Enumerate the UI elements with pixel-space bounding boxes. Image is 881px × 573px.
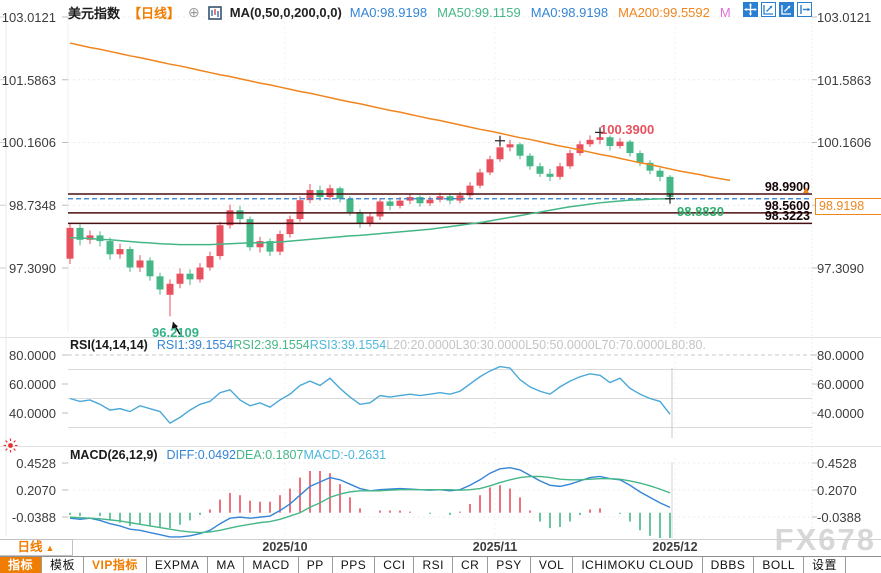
ma-value-label: MA0:98.9198 — [349, 5, 428, 20]
tab-ma[interactable]: MA — [208, 557, 245, 573]
price-axis-label: 100.1606 — [817, 135, 872, 151]
rsi-value-label: RSI1:39.1554 — [156, 338, 234, 352]
rsi-values-group: RSI1:39.1554RSI2:39.1554RSI3:39.1554L20:… — [157, 338, 706, 352]
dropdown-arrow-icon: ▲ — [45, 543, 55, 553]
tab-ichimoku-cloud[interactable]: ICHIMOKU CLOUD — [573, 557, 703, 573]
rsi-axis-label: 80.0000 — [817, 348, 864, 363]
ma-value-label: MA200:99.5592 — [618, 5, 710, 20]
panel-separator — [0, 539, 881, 540]
rsi-value-label: L30:30.0000 — [455, 338, 526, 352]
period-label: 【日线】 — [128, 6, 181, 21]
rsi-title: RSI(14,14,14) — [70, 338, 148, 352]
price-axis-label: 101.5863 — [817, 72, 872, 88]
rsi-header: RSI(14,14,14) RSI1:39.1554RSI2:39.1554RS… — [70, 338, 706, 352]
tab-templates[interactable]: 模板 — [42, 557, 85, 573]
period-selector-label: 日线 — [17, 540, 43, 554]
price-chart-canvas[interactable] — [0, 0, 881, 540]
move-tool-icon[interactable] — [743, 2, 758, 17]
tab-pp[interactable]: PP — [299, 557, 333, 573]
chart-header: 美元指数 【日线】 ⊕ MA(0,50,0,200,0,0) MA0:98.91… — [68, 3, 741, 22]
date-label: 2025/12 — [652, 540, 698, 554]
period-selector-button[interactable]: 日线 ▲ — [0, 539, 73, 556]
symbol-label: 美元指数 — [68, 6, 121, 21]
tab-psy[interactable]: PSY — [488, 557, 531, 573]
tab-pps[interactable]: PPS — [333, 557, 376, 573]
price-axis-label: 103.0121 — [817, 10, 872, 25]
rsi-value-label: RSI3:39.1554 — [309, 338, 387, 352]
chart-tool-icons — [743, 2, 812, 17]
macd-axis-label: 0.2070 — [817, 483, 857, 498]
price-axis-label: 97.3090 — [9, 260, 56, 276]
tab-macd[interactable]: MACD — [244, 557, 299, 573]
macd-axis-label: 0.2070 — [16, 483, 56, 498]
rsi-axis-label: 80.0000 — [9, 348, 56, 363]
panel-separator — [0, 446, 881, 447]
date-label: 2025/11 — [472, 540, 518, 554]
macd-axis-label: -0.0388 — [11, 510, 56, 525]
macd-axis-label: 0.4528 — [16, 455, 56, 471]
ma-formula-label: MA(0,50,0,200,0,0) — [229, 5, 342, 20]
ma-value-label: M — [719, 5, 731, 20]
rsi-value-label: L80:80. — [664, 338, 706, 352]
ma-value-label: MA50:99.1159 — [437, 5, 521, 20]
price-axis-label: 103.0121 — [1, 10, 56, 25]
rsi-axis-label: 60.0000 — [9, 377, 56, 392]
tab-cr[interactable]: CR — [453, 557, 489, 573]
macd-title: MACD(26,12,9) — [70, 448, 158, 462]
kline-chart-icon[interactable] — [207, 5, 222, 20]
tab-boll[interactable]: BOLL — [754, 557, 805, 573]
tab-indicators[interactable]: 指标 — [0, 557, 43, 573]
tab-settings[interactable]: 设置 — [804, 557, 847, 573]
high-price-label: 100.3900 — [600, 122, 655, 137]
current-price-badge: 98.9198 — [815, 198, 881, 215]
macd-axis-label: 0.4528 — [817, 455, 857, 471]
tab-rsi[interactable]: RSI — [414, 557, 453, 573]
x-axis-scale-icon[interactable] — [779, 2, 794, 17]
price-axis-label: 100.1606 — [1, 135, 56, 151]
tab-vip-indicators[interactable]: VIP指标 — [84, 557, 147, 573]
macd-axis-label: -0.0388 — [817, 510, 862, 525]
add-indicator-icon[interactable]: ⊕ — [188, 4, 200, 20]
rsi-value-label: L20:20.0000 — [386, 338, 456, 352]
tab-bar-filler — [846, 557, 881, 573]
indicator-tab-bar: 指标 模板 VIP指标 EXPMA MA MACD PP PPS CCI RSI CR PSY VOL I… — [0, 556, 881, 573]
price-axis-label: 101.5863 — [1, 72, 56, 88]
tab-dbbs[interactable]: DBBS — [703, 557, 755, 573]
level-label: 98.9900 — [764, 180, 810, 194]
macd-value-label: DEA:0.1807 — [236, 448, 304, 462]
tab-vol[interactable]: VOL — [531, 557, 574, 573]
tab-expma[interactable]: EXPMA — [147, 557, 209, 573]
last-low-label: 98.8830 — [677, 204, 724, 219]
price-axis-label: 98.7348 — [9, 198, 56, 214]
macd-value-label: DIFF:0.0492 — [166, 448, 237, 462]
rsi-value-label: RSI2:39.1554 — [233, 338, 310, 352]
ma-values-group: MA0:98.9198 MA50:99.1159 MA0:98.9198 MA200:… — [350, 5, 741, 20]
watermark: FX678 — [774, 522, 876, 557]
low-price-label: 96.2109 — [152, 325, 199, 340]
ma-value-label: MA0:98.9198 — [530, 5, 609, 20]
export-chart-icon[interactable] — [797, 2, 812, 17]
y-axis-scale-icon[interactable] — [761, 2, 776, 17]
level-label: 98.3223 — [764, 209, 810, 224]
rsi-value-label: L70:70.0000 — [594, 338, 665, 352]
rsi-axis-label: 60.0000 — [817, 377, 864, 392]
tab-cci[interactable]: CCI — [375, 557, 415, 573]
macd-value-label: MACD:-0.2631 — [303, 448, 387, 462]
level-label: 98.5600 — [764, 198, 810, 213]
rsi-axis-label: 40.0000 — [817, 406, 864, 421]
price-marker-arrow-icon: ▲ — [801, 185, 811, 196]
alert-flash-icon[interactable] — [2, 437, 19, 454]
panel-separator — [0, 337, 881, 338]
price-axis-label: 97.3090 — [817, 260, 864, 276]
date-label: 2025/10 — [262, 540, 308, 554]
macd-values-group: DIFF:0.0492DEA:0.1807MACD:-0.2631 — [167, 448, 387, 462]
rsi-axis-label: 40.0000 — [9, 406, 56, 421]
macd-header: MACD(26,12,9) DIFF:0.0492DEA:0.1807MACD:… — [70, 448, 386, 462]
rsi-value-label: L50:50.0000 — [525, 338, 595, 352]
